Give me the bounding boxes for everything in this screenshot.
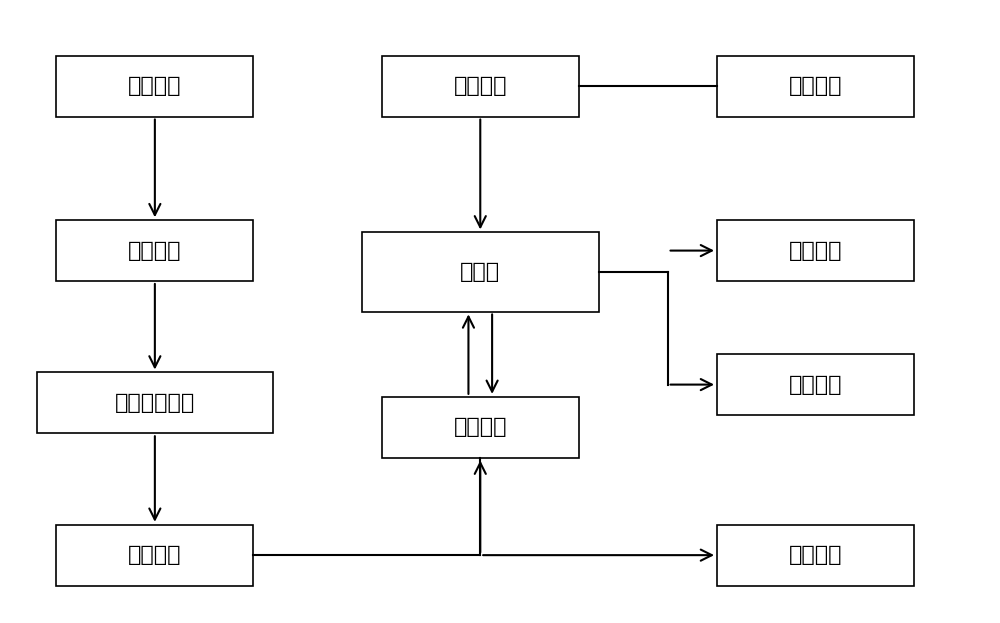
Bar bbox=[382, 397, 579, 458]
Bar bbox=[717, 220, 914, 281]
Text: 数据分析模块: 数据分析模块 bbox=[115, 393, 195, 413]
Text: 显示模块: 显示模块 bbox=[789, 545, 842, 565]
Text: 加热模块: 加热模块 bbox=[789, 240, 842, 260]
Text: 采集模块: 采集模块 bbox=[128, 76, 182, 96]
Bar bbox=[717, 55, 914, 117]
Text: 供电模块: 供电模块 bbox=[454, 76, 507, 96]
Text: 输入模块: 输入模块 bbox=[128, 240, 182, 260]
Bar bbox=[717, 354, 914, 415]
Text: 通讯模块: 通讯模块 bbox=[789, 76, 842, 96]
Text: 输出模块: 输出模块 bbox=[128, 545, 182, 565]
Bar bbox=[37, 373, 273, 434]
Text: 单片机: 单片机 bbox=[460, 262, 500, 282]
Bar bbox=[382, 55, 579, 117]
Text: 降温模块: 降温模块 bbox=[789, 374, 842, 394]
Bar bbox=[56, 220, 253, 281]
Bar bbox=[56, 55, 253, 117]
Text: 控制模块: 控制模块 bbox=[454, 417, 507, 437]
Bar bbox=[56, 525, 253, 586]
Bar bbox=[362, 232, 599, 312]
Bar bbox=[717, 525, 914, 586]
